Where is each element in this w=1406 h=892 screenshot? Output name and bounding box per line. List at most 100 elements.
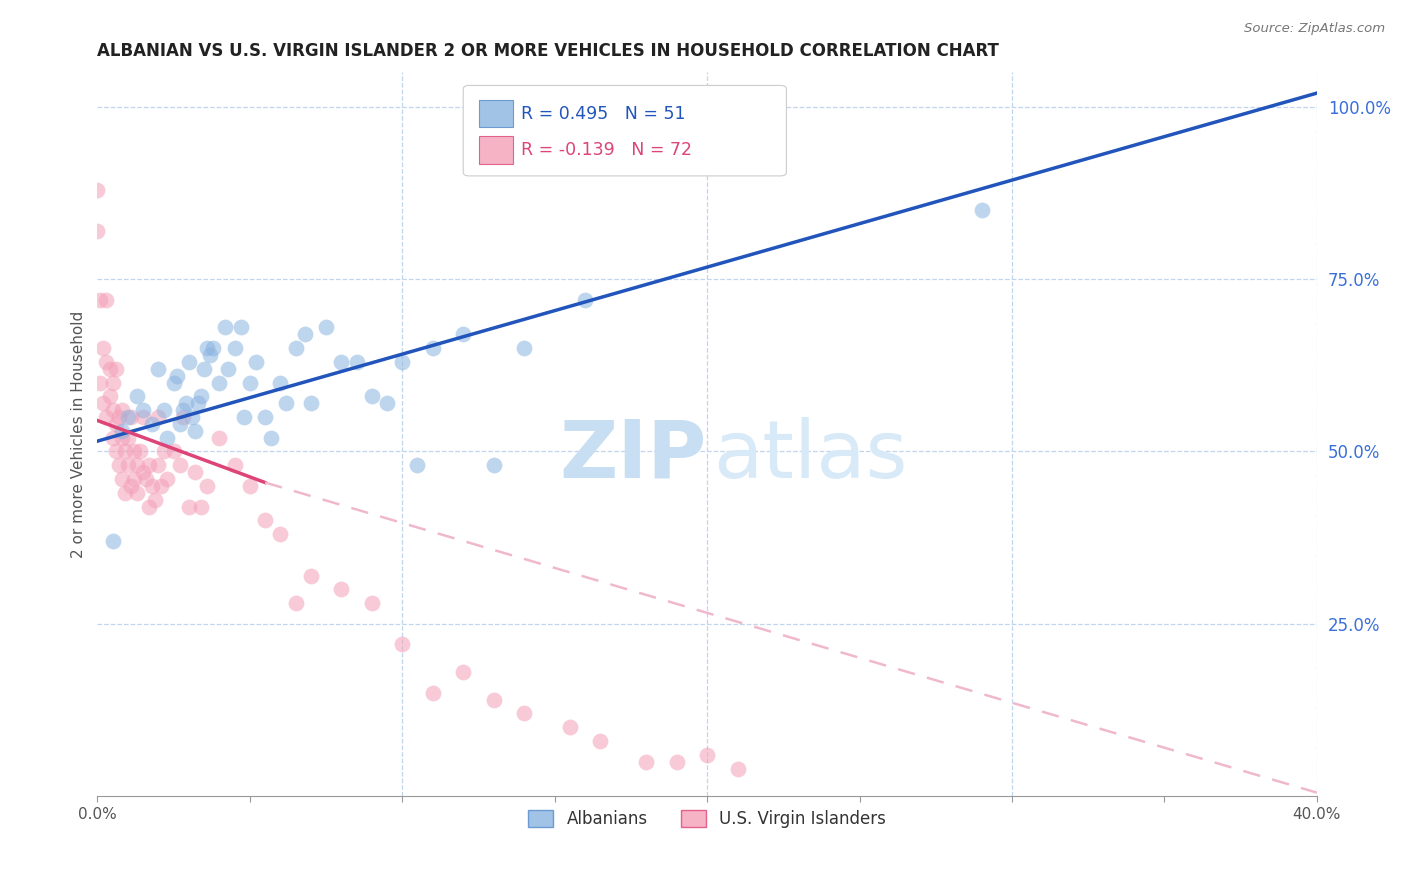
- Text: ZIP: ZIP: [560, 417, 707, 495]
- Point: [665, 755, 688, 769]
- Point: [727, 762, 749, 776]
- FancyBboxPatch shape: [479, 136, 513, 163]
- Point: [391, 637, 413, 651]
- Point: [574, 293, 596, 307]
- Point: [104, 361, 127, 376]
- Point: [169, 458, 191, 473]
- Point: [406, 458, 429, 473]
- Point: [224, 341, 246, 355]
- Point: [391, 355, 413, 369]
- Point: [111, 424, 134, 438]
- Point: [148, 458, 170, 473]
- Point: [96, 410, 118, 425]
- Point: [229, 320, 252, 334]
- Point: [122, 472, 145, 486]
- Point: [232, 410, 254, 425]
- Point: [132, 410, 155, 425]
- Point: [208, 376, 231, 390]
- Point: [169, 417, 191, 431]
- Point: [148, 361, 170, 376]
- Point: [114, 486, 136, 500]
- Point: [148, 410, 170, 425]
- Point: [217, 361, 239, 376]
- Point: [96, 355, 118, 369]
- Point: [117, 431, 139, 445]
- Point: [177, 500, 200, 514]
- Point: [138, 458, 160, 473]
- Point: [162, 376, 184, 390]
- Point: [111, 472, 134, 486]
- Point: [208, 431, 231, 445]
- Point: [224, 458, 246, 473]
- Point: [558, 720, 581, 734]
- Point: [193, 361, 215, 376]
- Point: [513, 341, 536, 355]
- Point: [143, 492, 166, 507]
- Point: [101, 403, 124, 417]
- Point: [422, 686, 444, 700]
- Point: [86, 224, 108, 238]
- Point: [284, 596, 307, 610]
- Point: [589, 734, 612, 748]
- Point: [177, 355, 200, 369]
- Point: [138, 500, 160, 514]
- Point: [375, 396, 398, 410]
- Point: [172, 410, 194, 425]
- Point: [86, 183, 108, 197]
- Point: [195, 479, 218, 493]
- Point: [117, 410, 139, 425]
- Point: [162, 444, 184, 458]
- Point: [96, 293, 118, 307]
- Point: [202, 341, 225, 355]
- Point: [114, 444, 136, 458]
- Point: [239, 376, 262, 390]
- Point: [254, 410, 277, 425]
- Point: [153, 444, 176, 458]
- Text: R = 0.495   N = 51: R = 0.495 N = 51: [520, 104, 685, 123]
- Text: ALBANIAN VS U.S. VIRGIN ISLANDER 2 OR MORE VEHICLES IN HOUSEHOLD CORRELATION CHA: ALBANIAN VS U.S. VIRGIN ISLANDER 2 OR MO…: [97, 42, 1000, 60]
- Point: [451, 327, 474, 342]
- Point: [260, 431, 283, 445]
- Point: [276, 396, 298, 410]
- Point: [330, 355, 353, 369]
- Point: [360, 596, 382, 610]
- Point: [174, 396, 197, 410]
- Point: [93, 341, 115, 355]
- Point: [111, 403, 134, 417]
- Point: [513, 706, 536, 721]
- Point: [125, 486, 148, 500]
- Point: [101, 534, 124, 549]
- Point: [104, 417, 127, 431]
- Text: atlas: atlas: [713, 417, 908, 495]
- FancyBboxPatch shape: [479, 100, 513, 128]
- Point: [636, 755, 658, 769]
- Point: [150, 479, 173, 493]
- Point: [141, 479, 163, 493]
- Point: [269, 376, 291, 390]
- Point: [141, 417, 163, 431]
- Y-axis label: 2 or more Vehicles in Household: 2 or more Vehicles in Household: [72, 310, 86, 558]
- Text: R = -0.139   N = 72: R = -0.139 N = 72: [520, 141, 692, 159]
- Point: [970, 203, 993, 218]
- Point: [198, 348, 221, 362]
- Point: [451, 665, 474, 679]
- Point: [125, 458, 148, 473]
- Point: [299, 396, 322, 410]
- Point: [284, 341, 307, 355]
- Point: [245, 355, 267, 369]
- Point: [89, 376, 111, 390]
- Point: [117, 458, 139, 473]
- Point: [190, 389, 212, 403]
- Point: [330, 582, 353, 597]
- Point: [156, 431, 179, 445]
- Point: [135, 472, 157, 486]
- Point: [294, 327, 316, 342]
- Point: [156, 472, 179, 486]
- Point: [132, 403, 155, 417]
- Point: [315, 320, 337, 334]
- Point: [89, 293, 111, 307]
- Point: [166, 368, 188, 383]
- Point: [422, 341, 444, 355]
- Point: [254, 513, 277, 527]
- Point: [187, 396, 209, 410]
